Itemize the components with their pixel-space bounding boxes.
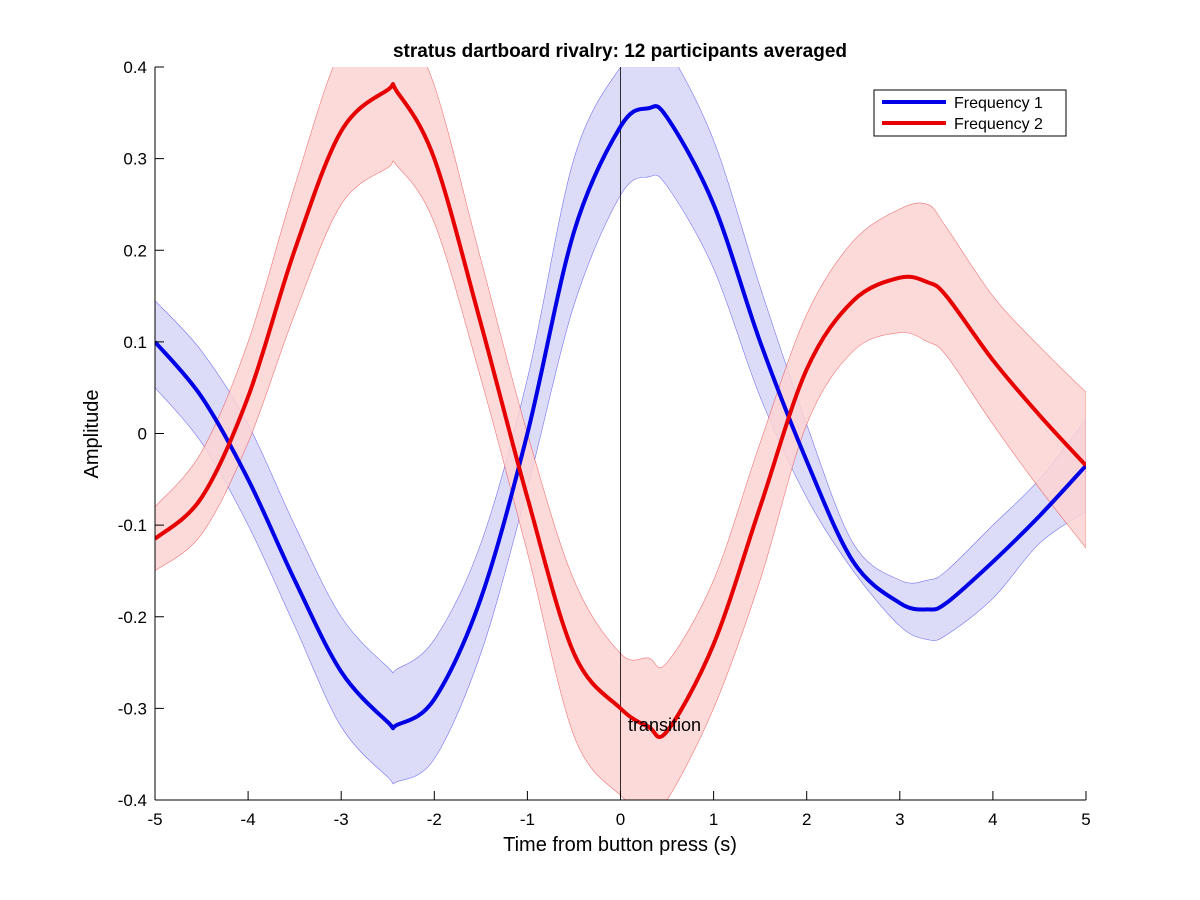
- series-lines: [155, 82, 1086, 739]
- x-axis-label: Time from button press (s): [503, 834, 737, 856]
- y-axis-label: Amplitude: [81, 390, 103, 479]
- band-series-2: [155, 67, 1086, 800]
- y-tick-label: -0.4: [118, 791, 147, 810]
- x-tick-label: -5: [147, 810, 162, 829]
- ticks: -5 -4 -3 -2 -1 0 1 2 3 4 5 -0.4 -0.3 -0.2 -0.1 0 0.1 0.2 0…: [118, 58, 1091, 829]
- line-series-1: [155, 104, 1086, 731]
- x-tick-label: -2: [427, 810, 442, 829]
- chart-title: stratus dartboard rivalry: 12 participan…: [393, 41, 847, 62]
- x-tick-label: 5: [1081, 810, 1090, 829]
- y-tick-label: 0.4: [123, 58, 147, 77]
- legend-box: [873, 89, 1067, 137]
- y-tick-label: -0.1: [118, 516, 147, 535]
- y-tick-label: -0.2: [118, 608, 147, 627]
- y-tick-label: 0.3: [123, 150, 147, 169]
- x-tick-label: 0: [616, 810, 625, 829]
- annotation-text: transition: [628, 715, 701, 735]
- legend: Frequency 1 Frequency 2: [873, 89, 1067, 137]
- x-tick-label: 2: [802, 810, 811, 829]
- y-tick-label: 0.2: [123, 241, 147, 260]
- x-tick-label: -3: [334, 810, 349, 829]
- x-tick-label: 1: [709, 810, 718, 829]
- y-tick-label: 0: [138, 425, 147, 444]
- x-tick-label: -1: [520, 810, 535, 829]
- legend-label-2: Frequency 2: [954, 116, 1043, 133]
- y-tick-label: -0.3: [118, 699, 147, 718]
- x-tick-label: -4: [241, 810, 256, 829]
- confidence-bands: [155, 67, 1086, 800]
- legend-label-1: Frequency 1: [954, 95, 1043, 112]
- x-tick-label: 4: [988, 810, 997, 829]
- y-tick-label: 0.1: [123, 333, 147, 352]
- x-tick-label: 3: [895, 810, 904, 829]
- line-series-2: [155, 82, 1086, 739]
- annotations: transition: [628, 715, 701, 735]
